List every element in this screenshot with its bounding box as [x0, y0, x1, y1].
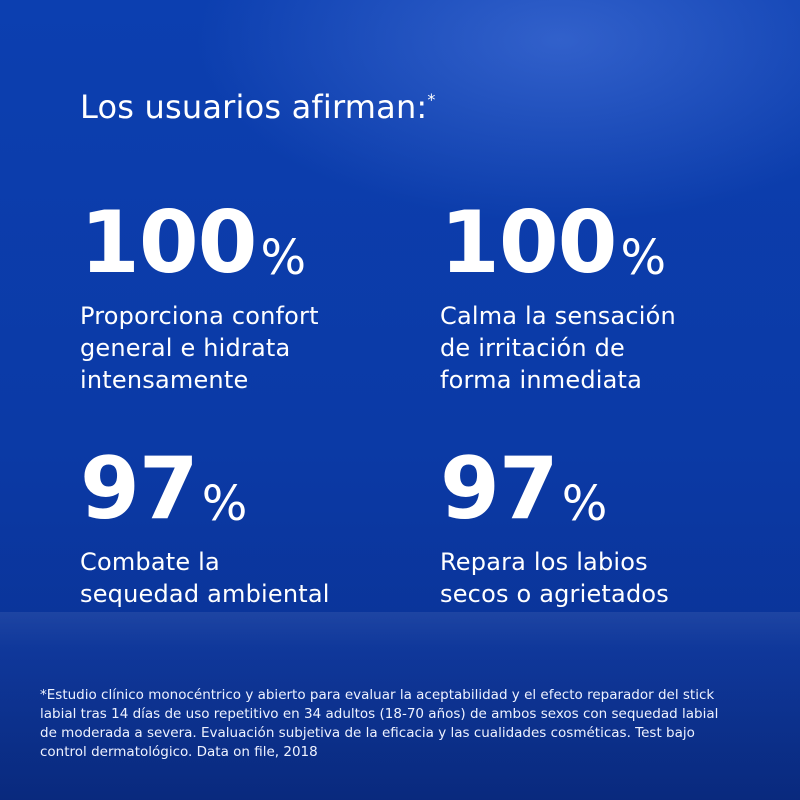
stat-value: 100 % — [440, 200, 770, 286]
stat-repairs-lips: 97 % Repara los labios secos o agrietado… — [440, 446, 770, 610]
stat-number: 97 — [440, 439, 559, 539]
study-footnote: *Estudio clínico monocéntrico y abierto … — [40, 687, 719, 760]
stat-fights-dryness: 97 % Combate la sequedad ambiental — [80, 446, 410, 610]
stat-comfort-hydration: 100 % Proporciona confort general e hidr… — [80, 200, 410, 396]
stat-value: 97 % — [440, 446, 770, 532]
headline: Los usuarios afirman:* — [80, 88, 436, 126]
stat-unit: % — [201, 476, 248, 532]
background-floor — [0, 612, 800, 800]
stat-description: Repara los labios secos o agrietados — [440, 548, 669, 608]
stat-number: 100 — [440, 193, 618, 293]
headline-footnote-mark: * — [427, 90, 436, 109]
stat-value: 100 % — [80, 200, 410, 286]
stat-number: 97 — [80, 439, 199, 539]
stat-description: Calma la sensación de irritación de form… — [440, 302, 676, 394]
stat-description: Proporciona confort general e hidrata in… — [80, 302, 319, 394]
stat-unit: % — [620, 230, 667, 286]
stat-unit: % — [561, 476, 608, 532]
stat-unit: % — [260, 230, 307, 286]
stat-calms-irritation: 100 % Calma la sensación de irritación d… — [440, 200, 770, 396]
stat-description: Combate la sequedad ambiental — [80, 548, 330, 608]
stat-value: 97 % — [80, 446, 410, 532]
headline-text: Los usuarios afirman: — [80, 88, 428, 126]
stat-number: 100 — [80, 193, 258, 293]
